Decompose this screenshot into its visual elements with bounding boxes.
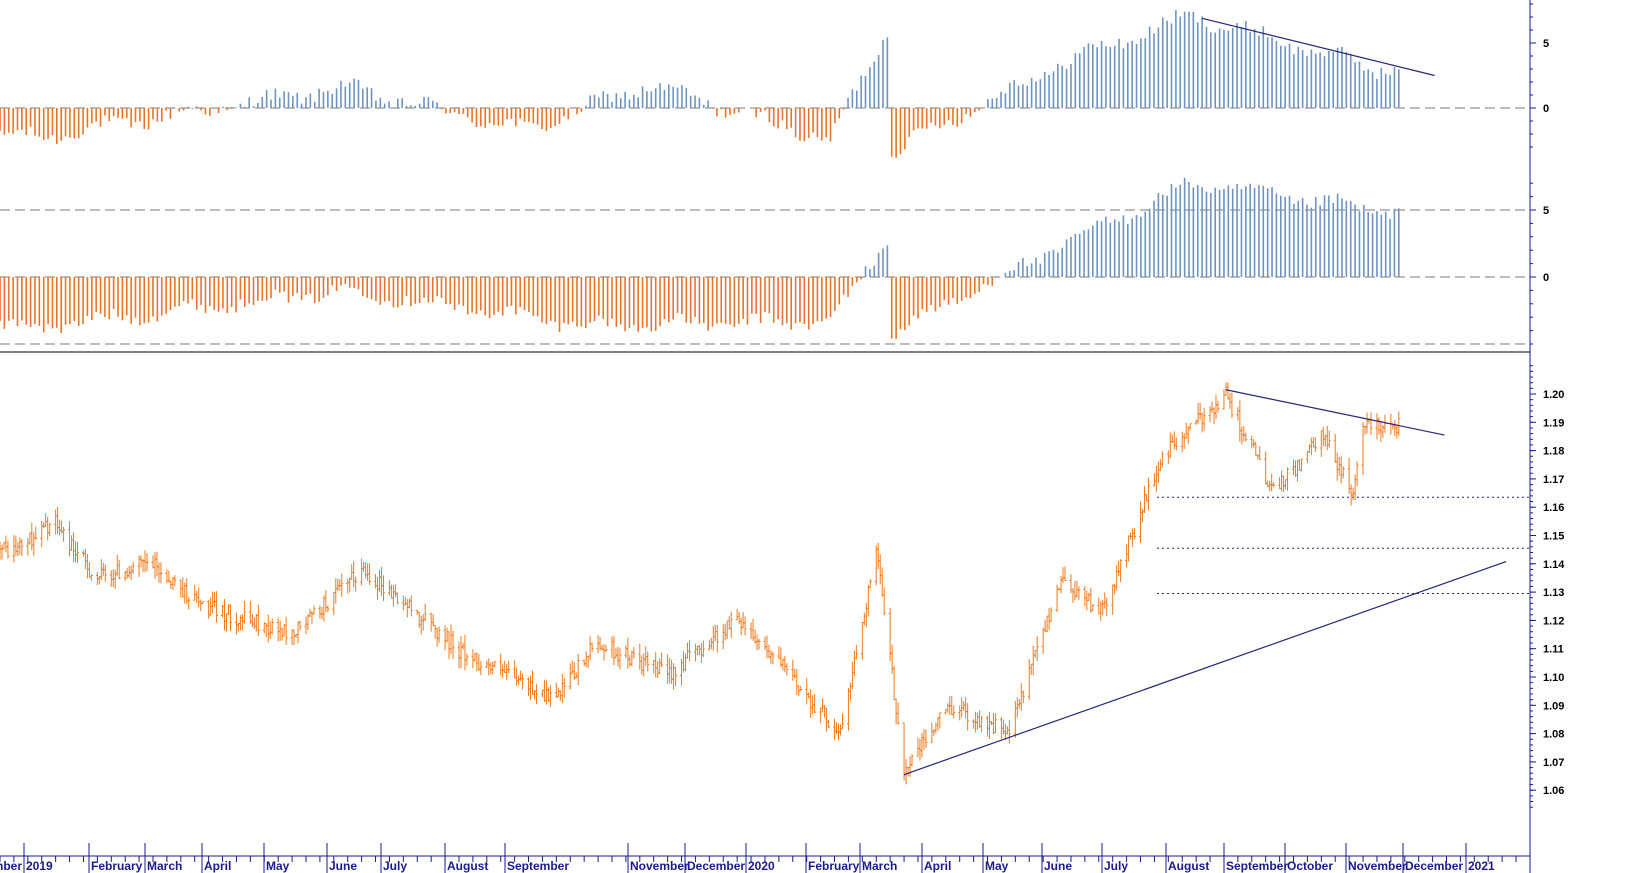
y-tick-label: 0 bbox=[1543, 272, 1549, 284]
x-month-label: March bbox=[862, 859, 897, 873]
trendline bbox=[1225, 389, 1445, 436]
y-tick-label: 5 bbox=[1543, 205, 1549, 217]
x-month-label: April bbox=[204, 859, 231, 873]
x-month-label: nber bbox=[0, 859, 22, 873]
x-axis: nber2019FebruaryMarchAprilMayJuneJulyAug… bbox=[0, 843, 1530, 873]
y-tick-label: 1.15 bbox=[1543, 531, 1564, 543]
y-tick-label: 1.08 bbox=[1543, 729, 1564, 741]
upper-panel bbox=[0, 10, 1530, 158]
x-month-label: September bbox=[1226, 859, 1288, 873]
x-month-label: July bbox=[1104, 859, 1128, 873]
x-month-label: August bbox=[1168, 859, 1209, 873]
y-tick-label: 1.16 bbox=[1543, 502, 1564, 514]
x-month-label: July bbox=[383, 859, 407, 873]
y-tick-label: 1.17 bbox=[1543, 474, 1564, 486]
trendline bbox=[903, 560, 1507, 776]
y-tick-label: 1.19 bbox=[1543, 417, 1564, 429]
trendline bbox=[1201, 17, 1435, 77]
y-tick-label: 1.12 bbox=[1543, 615, 1564, 627]
x-month-label: April bbox=[924, 859, 951, 873]
y-tick-label: 1.18 bbox=[1543, 446, 1564, 458]
x-month-label: May bbox=[985, 859, 1009, 873]
y-tick-label: 1.09 bbox=[1543, 700, 1564, 712]
x-month-label: June bbox=[329, 859, 357, 873]
x-month-label: 2020 bbox=[748, 859, 775, 873]
y-tick-label: 0 bbox=[1543, 103, 1549, 115]
y-tick-label: 1.07 bbox=[1543, 757, 1564, 769]
x-month-label: February bbox=[808, 859, 860, 873]
right-axis: 5 0 5 0 1.20 1.19 1.18 1.17 1.16 1.15 1.14 1.13 1.12… bbox=[1529, 0, 1565, 873]
x-month-label: October bbox=[1287, 859, 1333, 873]
y-tick-label: 1.20 bbox=[1543, 389, 1564, 401]
y-tick-label: 1.14 bbox=[1543, 559, 1565, 571]
x-month-label: September bbox=[507, 859, 569, 873]
y-tick-label: 1.06 bbox=[1543, 785, 1564, 797]
y-tick-label: 1.13 bbox=[1543, 587, 1564, 599]
y-tick-label: 5 bbox=[1543, 38, 1549, 50]
y-tick-label: 1.10 bbox=[1543, 672, 1564, 684]
x-month-label: June bbox=[1044, 859, 1072, 873]
price-panel bbox=[0, 381, 1530, 785]
x-month-label: 2019 bbox=[26, 859, 53, 873]
middle-panel bbox=[0, 177, 1530, 345]
x-month-label: November bbox=[1348, 859, 1407, 873]
x-month-label: December bbox=[687, 859, 745, 873]
y-tick-label: 1.11 bbox=[1543, 644, 1564, 656]
x-month-label: August bbox=[447, 859, 488, 873]
x-month-label: May bbox=[266, 859, 290, 873]
x-month-label: February bbox=[91, 859, 143, 873]
x-month-label: March bbox=[147, 859, 182, 873]
x-month-label: November bbox=[630, 859, 689, 873]
x-month-label: December bbox=[1405, 859, 1463, 873]
x-month-label: 2021 bbox=[1468, 859, 1495, 873]
